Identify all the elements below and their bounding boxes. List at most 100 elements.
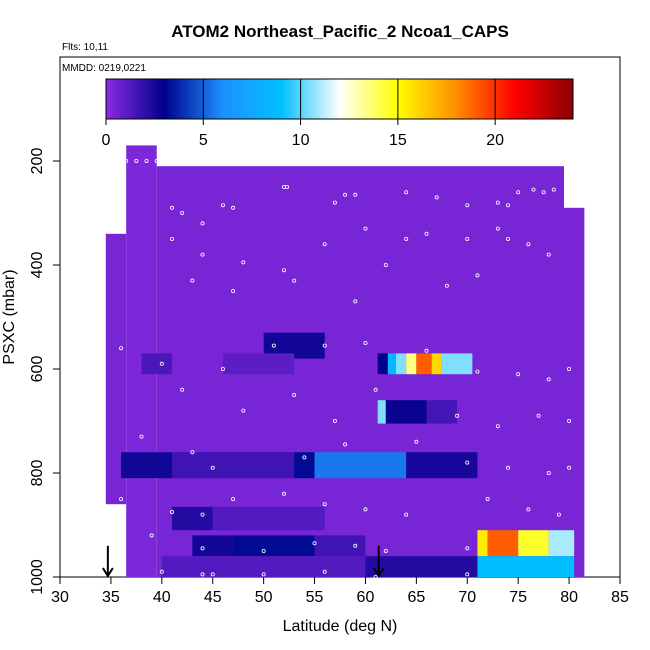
sample-point <box>302 455 307 460</box>
sample-points <box>116 158 572 580</box>
x-tick-label: 30 <box>51 589 69 606</box>
sample-point <box>220 366 225 371</box>
sample-point <box>373 387 378 392</box>
sample-point <box>169 205 174 210</box>
heatmap-cell <box>294 452 315 479</box>
sample-point <box>444 283 449 288</box>
flight-arrow <box>102 545 114 578</box>
sample-point <box>322 343 327 348</box>
heatmap-cell <box>385 400 427 424</box>
heatmap-cells <box>105 145 585 578</box>
sample-point <box>261 572 266 577</box>
colorbar: 0 5 10 15 20 <box>102 78 574 149</box>
sample-point <box>465 203 470 208</box>
x-tick-label: 55 <box>306 589 324 606</box>
sample-point <box>567 366 572 371</box>
sample-point <box>475 273 480 278</box>
sample-point <box>169 509 174 514</box>
sample-point <box>180 387 185 392</box>
x-tick-label: 70 <box>458 589 476 606</box>
x-tick-label: 50 <box>255 589 273 606</box>
sample-point <box>285 184 290 189</box>
heatmap-cell <box>365 556 478 577</box>
flight-arrows <box>102 545 385 578</box>
sample-point <box>363 507 368 512</box>
sample-point <box>505 203 510 208</box>
heatmap-cell <box>431 353 442 375</box>
heatmap-cell <box>314 452 407 479</box>
sample-point <box>363 226 368 231</box>
heatmap-cell <box>233 535 315 557</box>
sample-point <box>455 413 460 418</box>
x-axis: 30 35 40 45 50 55 60 65 70 75 80 85 <box>51 577 629 606</box>
sample-point <box>180 210 185 215</box>
sample-point <box>124 158 129 163</box>
colorbar-ticks: 0 5 10 15 20 <box>102 79 504 149</box>
sample-point <box>551 187 556 192</box>
heatmap-cell <box>314 535 366 557</box>
sample-point <box>200 221 205 226</box>
y-axis: 200 400 600 800 1000 <box>29 148 60 595</box>
sample-point <box>210 572 215 577</box>
sample-point <box>281 491 286 496</box>
sample-point <box>261 549 266 554</box>
colorbar-tick-label: 20 <box>486 132 504 149</box>
sample-point <box>292 278 297 283</box>
sample-point <box>210 465 215 470</box>
x-tick-label: 35 <box>102 589 120 606</box>
heatmap-cell <box>192 535 234 557</box>
sample-point <box>353 543 358 548</box>
x-tick-label: 40 <box>153 589 171 606</box>
sample-point <box>541 190 546 195</box>
sample-point <box>149 533 154 538</box>
chart-title: ATOM2 Northeast_Pacific_2 Ncoa1_CAPS <box>171 22 509 41</box>
y-tick-label: 400 <box>29 252 46 279</box>
heatmap-cell <box>487 530 519 557</box>
sample-point <box>567 418 572 423</box>
sample-point <box>139 434 144 439</box>
sample-point <box>495 226 500 231</box>
sample-point <box>134 158 139 163</box>
sample-point <box>475 369 480 374</box>
heatmap-cell <box>212 506 325 531</box>
sample-point <box>363 340 368 345</box>
x-tick-label: 45 <box>204 589 222 606</box>
flights-annotation: Flts: 10,11 <box>62 42 108 53</box>
sample-point <box>322 242 327 247</box>
sample-point <box>485 496 490 501</box>
y-tick-label: 200 <box>29 148 46 175</box>
sample-point <box>353 192 358 197</box>
sample-point <box>271 343 276 348</box>
sample-point <box>531 187 536 192</box>
y-tick-label: 800 <box>29 460 46 487</box>
sample-point <box>567 465 572 470</box>
heatmap-cell <box>396 353 407 375</box>
sample-point <box>322 502 327 507</box>
y-tick-label: 600 <box>29 356 46 383</box>
heatmap-cell <box>172 506 213 531</box>
heatmap-cell <box>121 452 172 479</box>
sample-point <box>465 236 470 241</box>
sample-point <box>383 262 388 267</box>
sample-point <box>505 465 510 470</box>
sample-point <box>546 470 551 475</box>
heatmap-cell <box>105 233 127 505</box>
sample-point <box>200 512 205 517</box>
sample-point <box>159 569 164 574</box>
sample-point <box>516 190 521 195</box>
sample-point <box>190 450 195 455</box>
sample-point <box>119 179 124 184</box>
sample-point <box>169 236 174 241</box>
sample-point <box>465 572 470 577</box>
sample-point <box>505 236 510 241</box>
heatmap-cell <box>426 400 458 424</box>
sample-point <box>404 512 409 517</box>
sample-point <box>465 546 470 551</box>
sample-point <box>495 200 500 205</box>
sample-point <box>495 424 500 429</box>
sample-point <box>404 236 409 241</box>
sample-point <box>200 252 205 257</box>
sample-point <box>200 572 205 577</box>
sample-point <box>154 158 159 163</box>
colorbar-tick-label: 5 <box>199 132 208 149</box>
